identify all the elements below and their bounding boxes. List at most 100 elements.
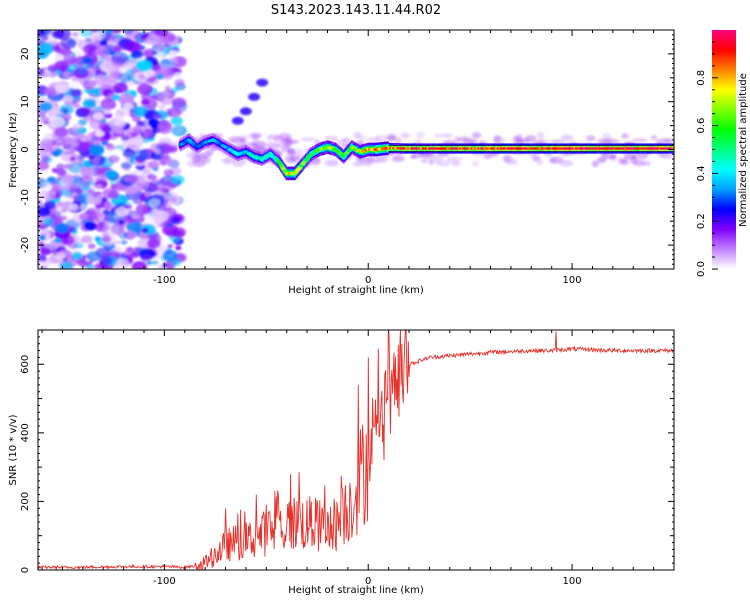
halo-blob [420,158,427,163]
noise-blob [126,174,139,183]
noise-blob [122,148,136,158]
noise-blob [170,116,183,126]
noise-blob [56,163,66,170]
noise-blob [86,193,103,205]
noise-blob [84,221,97,231]
noise-blob [150,150,164,161]
noise-blob [143,48,156,58]
colorbar-label: Normalized spectral amplitude [738,73,749,227]
noise-blob [100,125,112,133]
ridge-cell [282,169,288,173]
noise-blob [113,82,129,94]
halo-blob [187,160,197,168]
y-tick-label: -10 [20,189,31,205]
noise-blob [94,76,108,86]
noise-blob [80,107,92,115]
noise-blob [62,95,74,103]
halo-blob [372,157,387,163]
halo-blob [536,131,545,140]
halo-blob [505,157,513,165]
snr-ticks: -100 0 100 0 200 400 600 [20,329,675,587]
y-tick-label: 200 [20,492,31,511]
noise-blob [148,160,160,169]
noise-blob [164,85,171,91]
y-tick-label: 0 [20,567,31,573]
noise-blob [71,31,79,37]
noise-blob [135,203,152,216]
noise-blob [82,44,97,55]
noise-blob [59,37,77,50]
noise-blob [111,30,122,34]
noise-blob [87,243,96,249]
noise-blob [131,213,140,220]
noise-blob [77,141,91,152]
noise-blob [38,234,47,241]
noise-blob [76,180,89,189]
noise-blob [114,240,121,245]
snr-series-line [38,330,674,570]
snr-y-axis-label: SNR (10 * v/v) [8,414,19,485]
noise-blob [51,168,59,173]
halo-blob [386,135,396,141]
noise-blob [118,93,135,106]
noise-blob [64,100,71,105]
halo-blob [597,157,607,163]
colorbar-tick-label: 0.0 [696,261,707,277]
halo-blob [273,135,285,142]
noise-blob [79,30,93,38]
noise-blob [38,30,46,38]
halo-blob [602,132,611,140]
halo-blob [549,156,564,164]
noise-blob [95,184,103,190]
noise-blob [83,56,93,64]
noise-blob [80,169,93,178]
noise-blob [160,62,172,71]
noise-blob [92,112,105,121]
noise-blob [137,239,151,249]
noise-blob [75,188,84,195]
halo-blob [440,133,453,138]
snr-x-axis-label: Height of straight line (km) [288,585,424,596]
noise-blob [62,138,80,150]
figure-title: S143.2023.143.11.44.R02 [271,3,441,18]
colorbar-tick-label: 0.2 [696,213,707,229]
noise-blob [69,80,81,90]
x-tick-label: 100 [563,576,582,587]
halo-blob [483,153,493,160]
noise-blob [59,188,72,198]
colorbar-tick-label: 0.4 [696,165,707,181]
noise-blob [59,104,74,115]
halo-blob [610,154,617,161]
halo-blob [358,134,368,142]
heatmap-area [38,30,674,269]
noise-blob [155,90,170,100]
noise-blob [162,187,170,194]
noise-blob [102,209,110,215]
y-tick-label: 600 [20,355,31,374]
noise-blob [43,120,50,125]
y-tick-label: 400 [20,423,31,442]
noise-blob [38,160,50,171]
colorbar-gradient [712,30,736,269]
noise-blob [158,104,166,110]
noise-blob [105,113,113,119]
halo-blob [374,134,388,142]
noise-blob [114,110,126,118]
noise-blob [125,68,135,75]
noise-blob [121,250,132,259]
noise-blob [131,50,144,59]
noise-blob [130,131,139,138]
noise-blob [124,40,141,52]
spur-blob [231,116,244,125]
halo-blob [395,137,402,145]
spectrogram-x-axis-label: Height of straight line (km) [288,285,424,296]
noise-blob [62,239,70,244]
noise-blob [157,120,172,131]
noise-blob [100,53,108,60]
noise-blob [99,40,108,46]
noise-blob [105,143,116,151]
noise-blob [38,199,43,204]
y-tick-label: 10 [20,95,31,108]
halo-blob [633,160,645,167]
spur-blob [248,92,261,101]
